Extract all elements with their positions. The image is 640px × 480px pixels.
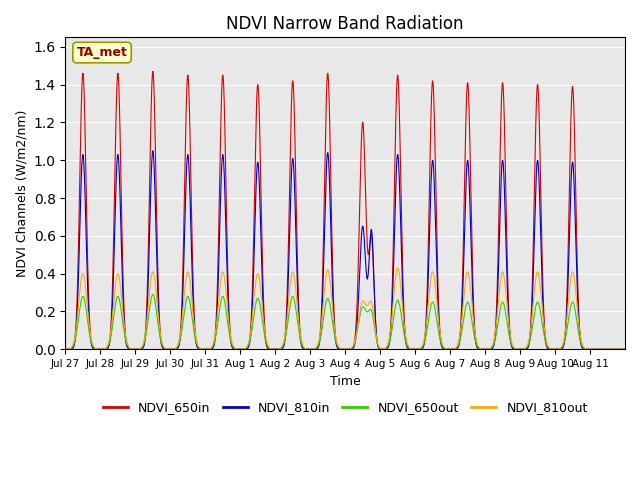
Title: NDVI Narrow Band Radiation: NDVI Narrow Band Radiation xyxy=(227,15,464,33)
X-axis label: Time: Time xyxy=(330,374,360,387)
Y-axis label: NDVI Channels (W/m2/nm): NDVI Channels (W/m2/nm) xyxy=(15,109,28,277)
Text: TA_met: TA_met xyxy=(77,46,127,59)
Legend: NDVI_650in, NDVI_810in, NDVI_650out, NDVI_810out: NDVI_650in, NDVI_810in, NDVI_650out, NDV… xyxy=(98,396,593,419)
